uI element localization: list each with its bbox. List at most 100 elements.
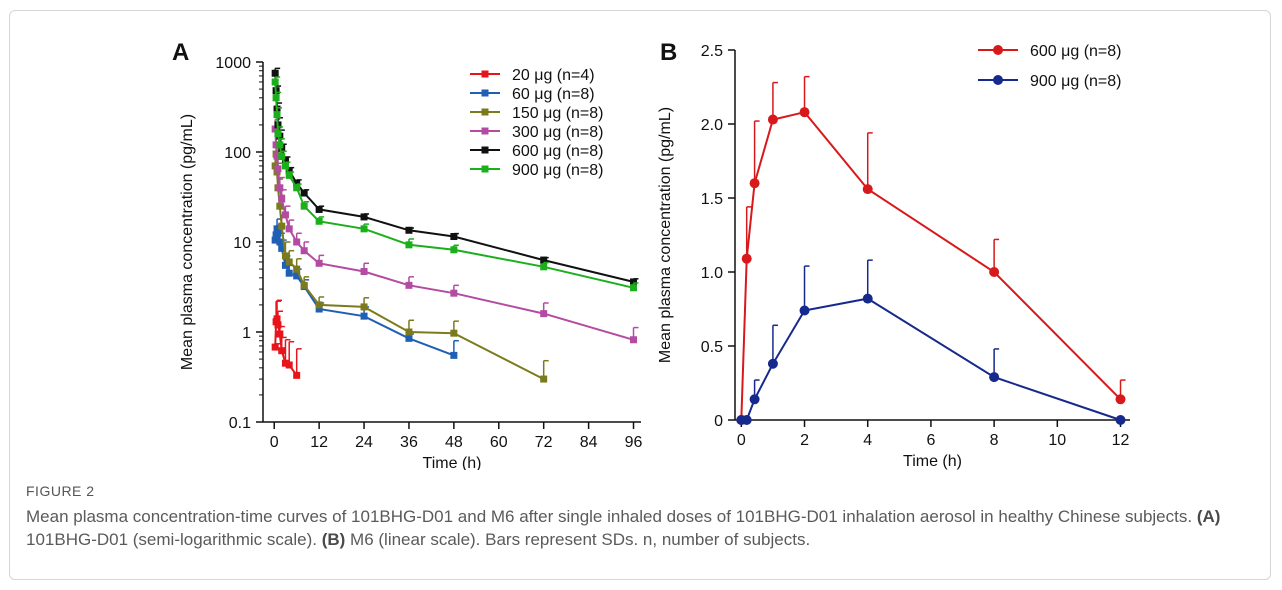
panel-b-x-tick-label: 12 [1112,432,1130,449]
panel-b-x-tick-label: 4 [863,432,872,449]
panel-b-series-2 [736,259,1126,425]
panel-a-series-6-point [630,284,638,292]
panel-a-legend-label: 900 μg (n=8) [512,162,604,179]
panel-a-series-5-point [271,69,279,77]
panel-a-series-5-point [285,167,293,175]
panel-a-series-6-point [272,94,280,102]
panel-b-x-tick-label: 2 [800,432,809,449]
panel-b-series-1-point [749,178,760,189]
panel-b-series-1-point [741,253,752,264]
panel-a-series-1-point [276,330,284,338]
panel-a-series-3-point [300,281,308,289]
panel-a-series-1-point [273,315,281,323]
panel-a-x-tick-label: 48 [445,434,463,451]
panel-a-series-4-point [271,125,279,133]
caption-main: Mean plasma concentration-time curves of… [26,507,1197,526]
panel-a-legend-marker [481,108,489,116]
panel-b-series-2-point [749,394,760,405]
panel-a-series-5-point [540,256,548,264]
panel-a-series-4-point [272,141,280,149]
panel-a-legend-label: 150 μg (n=8) [512,105,604,122]
panel-b-x-tick-label: 0 [737,432,746,449]
panel-a-series-6-point [278,152,286,160]
panel-a-series-1-point [285,361,293,369]
panel-a-series-4-point [285,225,293,233]
panel-a-legend-marker [481,165,489,173]
panel-b-series-1-line [740,111,1122,421]
panel-a-series-5-point [315,205,323,213]
panel-a-series-6-point [271,78,279,86]
panel-b-legend-label: 600 μg (n=8) [1030,43,1122,60]
panel-a-series-6-point [285,171,293,179]
panel-b-y-tick-label: 0 [714,413,723,430]
panel-a-series-2-point [315,305,323,313]
panel-a-series-6-point [293,184,301,192]
panel-b-y-tick-label: 1.0 [701,265,723,282]
panel-a-series-3-point [276,202,284,210]
panel-a-legend-marker [481,70,489,78]
panel-a-y-tick-label: 10 [233,235,251,252]
panel-a-series-2-point [360,312,368,320]
panel-b-series-2-point [862,293,873,304]
panel-a-series-3 [271,145,549,383]
panel-a-x-label: Time (h) [423,455,482,470]
panel-a-series-4-point [293,238,301,246]
panel-b-x-tick-label: 10 [1048,432,1066,449]
panel-a-legend-marker [481,127,489,135]
panel-b-series-2-point [799,305,810,316]
panel-b-y-tick-label: 2.0 [701,117,723,134]
panel-a-series-2-point [450,351,458,359]
panel-a-series-6-point [360,225,368,233]
panel-b-y-tick-label: 2.5 [701,43,723,60]
panel-a-series-5-point [630,278,638,286]
panel-a-x-tick-label: 24 [355,434,373,451]
panel-b-legend-label: 900 μg (n=8) [1030,73,1122,90]
panel-b-letter: B [660,39,677,66]
panel-a-series-6-point [450,246,458,254]
panel-b-series-1-point [799,107,810,118]
panel-a-y-tick-label: 1 [242,325,251,342]
panel-a-series-2-point [405,334,413,342]
panel-a-series-4-point [315,259,323,267]
panel-b-series-2-point [741,415,752,425]
panel-a-series-3-point [278,222,286,230]
panel-a-y-tick-label: 100 [224,145,251,162]
panel-a-series-3-point [405,328,413,336]
panel-a-series-6-point [315,217,323,225]
panel-b-legend-marker [993,75,1003,85]
panel-a-series-3-line [274,153,545,380]
panel-b-series-1 [736,75,1126,425]
caption-b-tag: (B) [321,530,346,549]
panel-a-series-5-point [405,226,413,234]
panel-a-series-3-point [285,258,293,266]
panel-a-series-3-point [315,301,323,309]
panel-a-series-2-point [281,261,289,269]
panel-a-legend-marker [481,146,489,154]
panel-a-series-6-point [273,111,281,119]
panel-a-series-6-point [540,263,548,271]
panel-a-y-label: Mean plasma concentration (pg/mL) [179,114,196,370]
panel-a-series-1 [271,299,302,379]
panel-a-series-6-point [405,241,413,249]
panel-a-series-2-point [293,272,301,280]
caption-b-text: M6 (linear scale). Bars represent SDs. n… [345,530,811,549]
panel-a-x-tick-label: 60 [490,434,508,451]
panel-a-x-tick-label: 0 [270,434,279,451]
panel-a-series-6-point [274,130,282,138]
panel-a-x-tick-label: 72 [535,434,553,451]
panel-a-series-6-point [300,202,308,210]
panel-a-series-4-point [278,195,286,203]
panel-a-series-4-point [300,247,308,255]
panel-a-series-4-point [630,336,638,344]
caption-text: Mean plasma concentration-time curves of… [26,505,1256,551]
caption-a-text: 101BHG-D01 (semi-logarithmic scale). [26,530,322,549]
panel-a-series-4-point [273,152,281,160]
panel-a-legend-marker [481,89,489,97]
panel-a-y-tick-label: 1000 [215,55,251,72]
panel-a-series-5-point [450,233,458,241]
panel-a-series-3-point [360,303,368,311]
panel-a-series-1-point [278,347,286,355]
figure-frame [9,10,1271,580]
figure-caption: FIGURE 2 Mean plasma concentration-time … [26,483,1256,551]
panel-a-series-4-point [540,310,548,318]
